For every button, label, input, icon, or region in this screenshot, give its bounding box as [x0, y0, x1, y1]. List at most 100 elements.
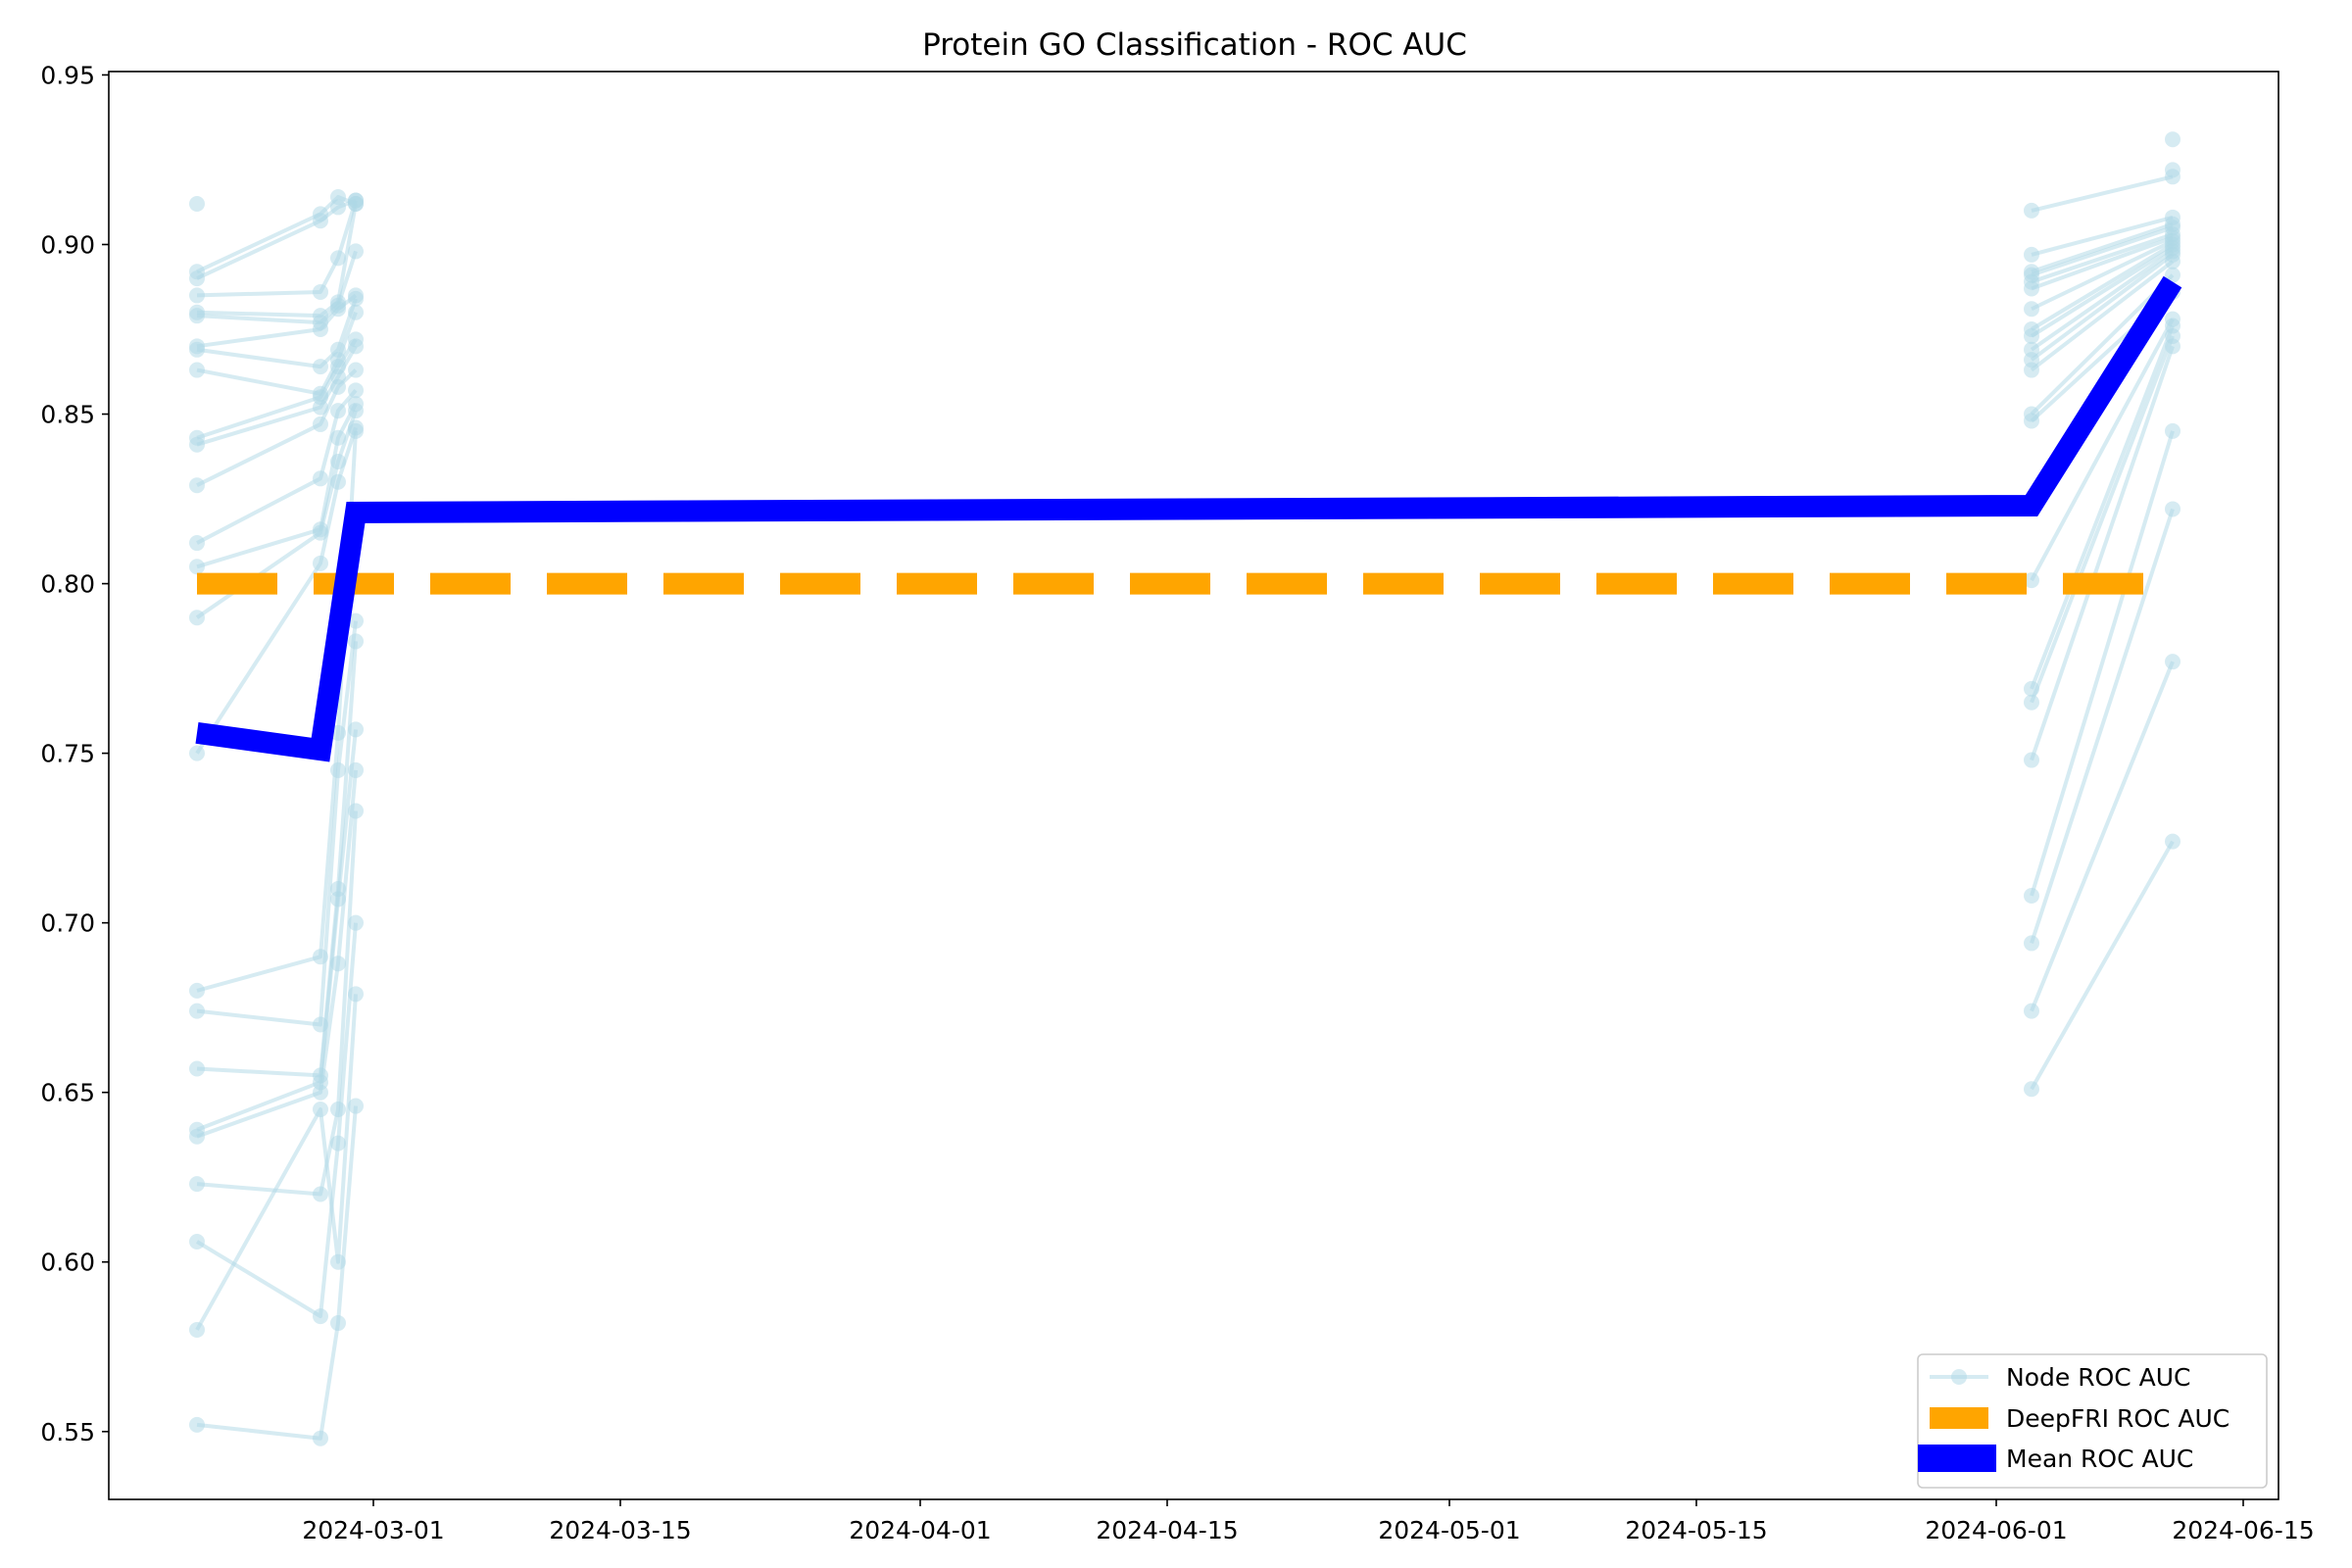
node-point — [2165, 422, 2180, 439]
node-point — [189, 559, 205, 575]
node-series-line — [196, 1105, 358, 1441]
node-point — [2165, 654, 2180, 670]
y-tick-label: 0.75 — [40, 740, 95, 768]
node-point — [2024, 1081, 2039, 1098]
y-tick-label: 0.60 — [40, 1249, 95, 1277]
node-point — [189, 477, 205, 494]
node-series-line — [2030, 242, 2175, 331]
node-point — [313, 283, 328, 300]
node-point — [313, 308, 328, 324]
node-point — [2165, 162, 2180, 178]
node-point — [313, 521, 328, 538]
node-point — [348, 331, 364, 348]
node-point — [189, 429, 205, 446]
node-point — [330, 341, 346, 358]
y-tick-label: 0.70 — [40, 909, 95, 938]
node-point — [330, 1315, 346, 1332]
node-series-line — [2030, 345, 2175, 761]
node-point — [330, 1253, 346, 1270]
node-point — [348, 396, 364, 413]
node-point — [189, 264, 205, 280]
node-point — [2024, 680, 2039, 697]
node-point — [2165, 131, 2180, 148]
node-series-line — [2030, 260, 2175, 372]
node-series-line — [196, 198, 357, 280]
node-point — [189, 338, 205, 355]
node-point — [189, 195, 205, 212]
chart-title: Protein GO Classification - ROC AUC — [922, 27, 1467, 63]
node-point — [2024, 752, 2039, 768]
node-series-line — [2030, 249, 2175, 352]
y-tick-label: 0.55 — [40, 1418, 95, 1446]
node-point — [348, 914, 364, 931]
y-tick-label: 0.65 — [40, 1079, 95, 1107]
node-series-line — [196, 769, 358, 1139]
node-point — [2165, 501, 2180, 517]
node-point — [330, 1135, 346, 1152]
node-point — [189, 1121, 205, 1138]
legend-node-swatch-marker — [1951, 1369, 1967, 1385]
x-tick-label: 2024-06-15 — [2172, 1516, 2314, 1544]
node-point — [348, 243, 364, 260]
mean-line — [195, 275, 2182, 762]
node-point — [348, 1098, 364, 1114]
node-point — [313, 1186, 328, 1202]
node-point — [189, 610, 205, 626]
node-point — [2024, 264, 2039, 280]
node-series-line — [195, 426, 358, 755]
node-point — [2024, 246, 2039, 263]
axes-frame — [108, 71, 2279, 1500]
node-series-line — [2030, 430, 2175, 897]
node-series-line — [2031, 239, 2174, 312]
node-point — [2024, 1003, 2039, 1019]
x-tick-label: 2024-04-01 — [849, 1516, 991, 1544]
node-series-line — [2031, 232, 2174, 284]
node-point — [189, 982, 205, 999]
node-point — [313, 470, 328, 487]
node-series-line — [2030, 253, 2175, 362]
node-point — [189, 287, 205, 304]
node-series-line — [196, 641, 358, 1078]
node-point — [313, 359, 328, 375]
node-series-line — [2030, 840, 2175, 1091]
node-point — [330, 1102, 346, 1118]
node-point — [313, 385, 328, 402]
node-series-line — [196, 203, 358, 318]
node-point — [2024, 301, 2039, 318]
axes: 0.55 0.60 0.65 0.70 0.75 0.80 0.85 0.90 0.95 2024… — [40, 61, 2314, 1544]
node-series-line — [2030, 661, 2175, 1012]
node-point — [2165, 311, 2180, 327]
node-series-line — [196, 199, 358, 298]
node-point — [189, 535, 205, 552]
node-point — [189, 1003, 205, 1019]
legend-label: Mean ROC AUC — [2006, 1445, 2193, 1473]
node-point — [313, 1102, 328, 1118]
node-point — [313, 1016, 328, 1033]
legend-deepfri-swatch — [1930, 1407, 1988, 1429]
node-series-line — [196, 345, 358, 447]
y-tick-label: 0.95 — [40, 61, 95, 89]
node-point — [2024, 406, 2039, 422]
node-series-line — [196, 250, 358, 325]
node-series-line — [195, 922, 358, 1319]
node-series-line — [196, 312, 358, 396]
x-tick-label: 2024-05-01 — [1378, 1516, 1520, 1544]
y-tick-label: 0.85 — [40, 401, 95, 429]
node-point — [313, 416, 328, 432]
node-series-line — [2031, 215, 2174, 257]
node-point — [2024, 694, 2039, 710]
x-tick-label: 2024-05-15 — [1625, 1516, 1767, 1544]
x-tick-label: 2024-04-15 — [1096, 1516, 1238, 1544]
y-tick-label: 0.90 — [40, 231, 95, 260]
node-series-line — [196, 403, 358, 569]
node-point — [348, 195, 364, 212]
node-point — [348, 612, 364, 629]
legend-label: Node ROC AUC — [2006, 1363, 2191, 1392]
node-point — [189, 304, 205, 320]
legend-mean-swatch — [1918, 1445, 1996, 1472]
node-series-line — [195, 994, 358, 1331]
node-series-line — [196, 810, 358, 1197]
x-tick-label: 2024-03-01 — [302, 1516, 444, 1544]
